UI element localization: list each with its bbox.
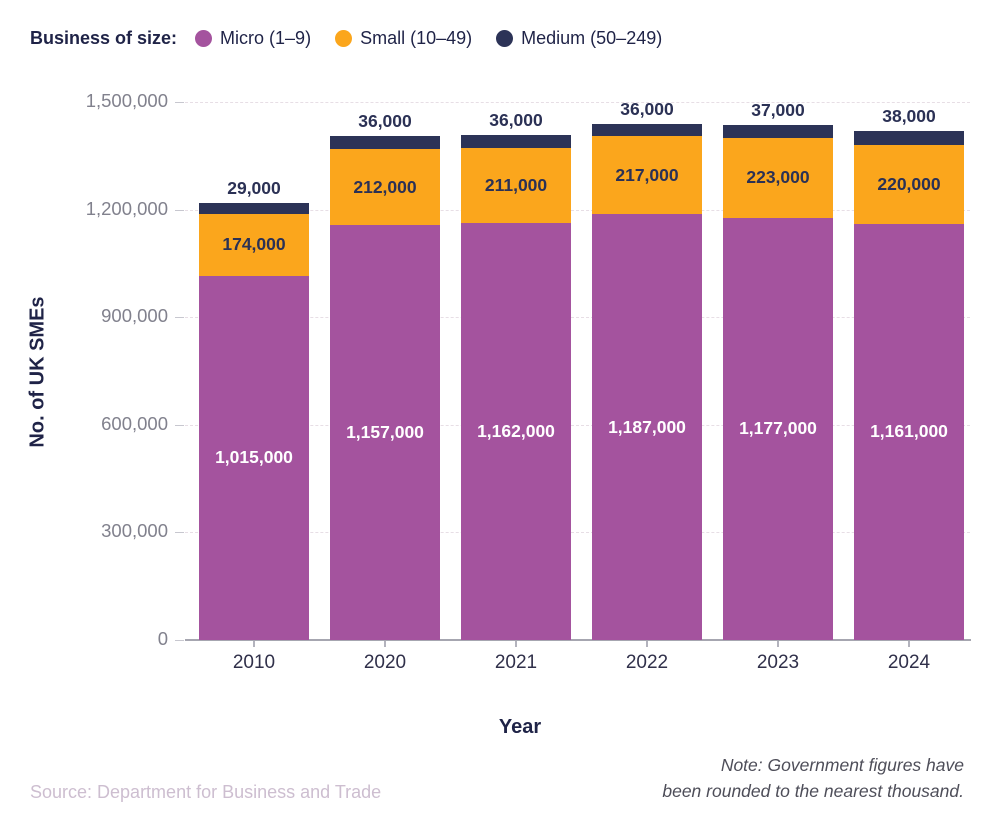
legend-item-label: Small (10–49): [360, 28, 473, 48]
y-tick-label: 1,500,000: [85, 90, 168, 111]
segment-small-2020: 212,000: [330, 148, 440, 226]
value-label-small: 212,000: [353, 176, 417, 197]
y-tick-mark: [175, 317, 184, 319]
value-label-micro: 1,161,000: [870, 421, 948, 442]
x-tick-mark: [908, 641, 910, 647]
bar-2022: 36,000 217,000 1,187,000: [592, 99, 702, 640]
small-color-dot-icon: [335, 30, 353, 47]
note-line-1: Note: Government figures have: [720, 755, 964, 775]
segment-small-2022: 217,000: [592, 136, 702, 215]
segment-medium-2021: [461, 134, 571, 148]
legend: Business of size: Micro (1–9) Small (10–…: [30, 28, 662, 49]
value-label-medium: 36,000: [620, 98, 674, 119]
segment-medium-2023: [723, 124, 833, 138]
segment-small-2010: 174,000: [199, 213, 309, 276]
x-tick-label-2010: 2010: [232, 652, 276, 673]
segment-micro-2022: 1,187,000: [592, 214, 702, 640]
x-tick-mark: [515, 641, 517, 647]
gridline: [185, 424, 970, 426]
value-label-micro: 1,015,000: [215, 447, 293, 468]
x-tick-label-2020: 2020: [363, 652, 407, 673]
gridline: [185, 102, 970, 103]
legend-title: Business of size:: [30, 28, 178, 48]
gridline: [185, 209, 970, 211]
y-tick-label: 900,000: [101, 305, 168, 327]
bar-2020: 36,000 212,000 1,157,000: [330, 111, 440, 640]
y-tick-label: 600,000: [101, 412, 168, 434]
x-axis-title: Year: [498, 716, 542, 738]
value-label-medium: 36,000: [489, 109, 543, 130]
value-label-small: 223,000: [746, 167, 810, 188]
x-tick-label-2022: 2022: [625, 652, 669, 673]
segment-micro-2020: 1,157,000: [330, 225, 440, 640]
segment-micro-2010: 1,015,000: [199, 275, 309, 640]
bar-2021: 36,000 211,000 1,162,000: [461, 110, 571, 640]
segment-medium-2020: [330, 136, 440, 149]
x-tick-label-2024: 2024: [887, 652, 931, 673]
y-tick-label: 300,000: [101, 520, 168, 542]
value-label-small: 217,000: [615, 164, 679, 185]
y-tick-mark: [175, 532, 184, 534]
value-label-small: 220,000: [877, 173, 941, 194]
x-tick-label-2023: 2023: [756, 652, 800, 673]
y-tick-label: 1,200,000: [85, 197, 168, 219]
x-tick-mark: [646, 641, 648, 647]
value-label-micro: 1,177,000: [739, 418, 817, 439]
note-text: Note: Government figures have been round…: [662, 752, 964, 804]
legend-item-label: Medium (50–249): [521, 28, 663, 48]
y-tick-mark: [175, 424, 184, 426]
legend-item-medium: Medium (50–249): [496, 28, 662, 49]
segment-medium-2024: [854, 131, 964, 145]
y-tick-mark: [175, 102, 184, 103]
segment-small-2023: 223,000: [723, 137, 833, 218]
value-label-micro: 1,162,000: [477, 421, 555, 442]
segment-micro-2023: 1,177,000: [723, 217, 833, 640]
x-tick-mark: [253, 641, 255, 647]
segment-medium-2010: [199, 203, 309, 214]
gridline: [185, 532, 970, 534]
segment-small-2021: 211,000: [461, 147, 571, 224]
bar-2024: 38,000 220,000 1,161,000: [854, 106, 964, 640]
y-tick-mark: [175, 209, 184, 211]
medium-color-dot-icon: [496, 30, 514, 47]
x-tick-label-2021: 2021: [494, 652, 538, 673]
bar-2023: 37,000 223,000 1,177,000: [723, 100, 833, 640]
segment-small-2024: 220,000: [854, 144, 964, 224]
legend-item-micro: Micro (1–9): [195, 28, 311, 49]
value-label-medium: 36,000: [358, 111, 412, 132]
segment-micro-2024: 1,161,000: [854, 223, 964, 640]
y-tick-label: 0: [157, 628, 168, 649]
gridline: [185, 317, 970, 319]
value-label-medium: 29,000: [227, 178, 281, 199]
segment-medium-2022: [592, 123, 702, 137]
value-label-medium: 38,000: [882, 106, 936, 127]
value-label-small: 211,000: [484, 174, 548, 195]
x-tick-mark: [777, 641, 779, 647]
plot-area: 29,000 174,000 1,015,000 36,000 212,000 1,157…: [185, 99, 970, 640]
legend-item-label: Micro (1–9): [220, 28, 312, 48]
value-label-micro: 1,157,000: [346, 422, 424, 442]
legend-item-small: Small (10–49): [335, 28, 472, 49]
segment-micro-2021: 1,162,000: [461, 223, 571, 640]
bar-2010: 29,000 174,000 1,015,000: [199, 178, 309, 640]
note-line-2: been rounded to the nearest thousand.: [662, 781, 964, 801]
y-tick-mark: [175, 640, 184, 641]
x-axis-line: [185, 639, 971, 641]
value-label-medium: 37,000: [751, 99, 805, 120]
source-text: Source: Department for Business and Trad…: [30, 782, 382, 802]
micro-color-dot-icon: [195, 30, 213, 47]
value-label-micro: 1,187,000: [608, 416, 686, 437]
x-tick-mark: [384, 641, 386, 647]
value-label-small: 174,000: [222, 234, 286, 255]
